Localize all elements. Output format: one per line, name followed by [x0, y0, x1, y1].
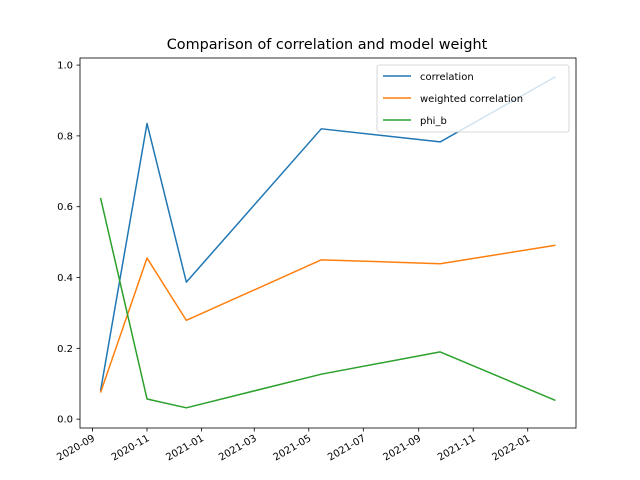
x-tick-label: 2021-11 [436, 433, 478, 463]
x-tick-label: 2021-01 [164, 433, 206, 463]
legend-label: phi_b [420, 116, 447, 127]
plot-frame [79, 57, 577, 429]
series-line-1 [99, 244, 556, 393]
y-tick-label: 0.6 [57, 202, 73, 213]
legend-box [376, 64, 570, 133]
series-line-2 [99, 197, 556, 409]
x-tick-label: 2020-09 [55, 433, 97, 463]
y-tick-label: 0.2 [57, 344, 73, 355]
legend-label: weighted correlation [420, 94, 523, 105]
x-tick-label: 2020-11 [110, 433, 152, 463]
y-tick-label: 0.8 [57, 131, 73, 142]
x-tick-label: 2021-07 [326, 433, 368, 463]
x-tick-label: 2021-03 [217, 433, 259, 463]
legend: correlation weighted correlation phi_b [376, 64, 570, 133]
x-tick-label: 2021-05 [272, 433, 314, 463]
x-axis: 2020-09 2020-11 2021-01 2021-03 2021-05 2021-… [55, 428, 532, 463]
y-tick-label: 0.4 [57, 273, 73, 284]
x-tick-label: 2022-01 [491, 433, 533, 463]
y-tick-label: 0.0 [57, 415, 73, 426]
y-tick-label: 1.0 [57, 61, 73, 72]
y-axis: 0.0 0.2 0.4 0.6 0.8 1.0 [57, 61, 80, 426]
chart-title: Comparison of correlation and model weig… [167, 37, 488, 53]
x-tick-label: 2021-09 [382, 433, 424, 463]
legend-label: correlation [420, 72, 474, 83]
